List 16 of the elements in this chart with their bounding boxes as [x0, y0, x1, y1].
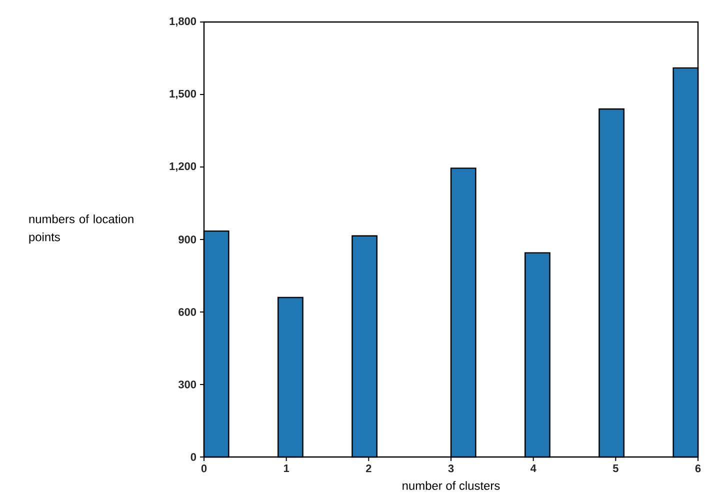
y-tick-label: 900: [178, 236, 196, 244]
y-tick-label: 1,800: [170, 17, 196, 27]
y-tick-label: 1,200: [170, 162, 196, 172]
x-tick-label: 1: [284, 464, 290, 472]
x-tick-label: 0: [201, 464, 207, 472]
y-tick-label: 600: [178, 308, 196, 316]
x-tick-label: 3: [448, 464, 454, 472]
y-axis-title: numbers of location points: [29, 214, 134, 244]
x-tick-label: 2: [366, 464, 372, 472]
x-tick-label: 4: [530, 464, 536, 472]
y-tick-label: 300: [178, 380, 196, 388]
y-tick-label: 1,500: [170, 90, 196, 100]
x-axis-title: number of clusters: [402, 481, 500, 490]
x-tick-label: 5: [612, 464, 618, 472]
y-tick-label: 0: [190, 453, 196, 461]
x-tick-label: 6: [695, 464, 701, 472]
